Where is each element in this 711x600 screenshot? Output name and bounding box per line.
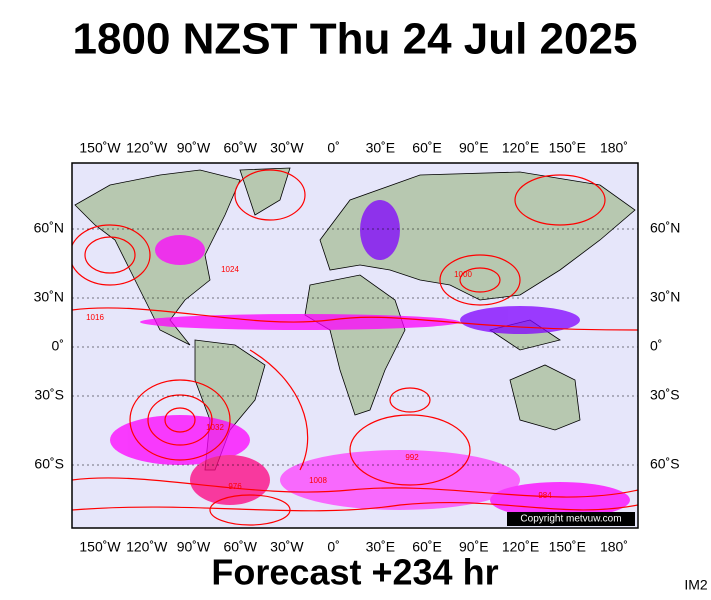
lon-label-top: 180˚ bbox=[600, 140, 628, 156]
map-body: 1016 1024 1000 992 976 984 1008 1032 bbox=[72, 163, 638, 528]
lon-label-top: 60˚E bbox=[412, 140, 442, 156]
lat-label-right: 0˚ bbox=[650, 338, 662, 354]
land bbox=[74, 167, 636, 471]
lon-label-bottom: 90˚E bbox=[459, 539, 489, 555]
title: 1800 NZST Thu 24 Jul 2025 bbox=[73, 15, 638, 64]
copyright-box bbox=[507, 512, 635, 526]
lat-label-right: 60˚N bbox=[650, 220, 680, 236]
lat-label-right: 30˚S bbox=[650, 387, 680, 403]
lon-label-bottom: 120˚W bbox=[126, 539, 168, 555]
lat-label-left: 60˚S bbox=[34, 456, 64, 472]
lon-label-top: 150˚E bbox=[549, 140, 586, 156]
lon-label-bottom: 0˚ bbox=[327, 539, 339, 555]
lon-label-bottom: 60˚W bbox=[223, 539, 257, 555]
lon-label-bottom: 30˚E bbox=[366, 539, 396, 555]
axis-labels: 150˚W 150˚W 120˚W 120˚W 90˚W 90˚W 60˚W 60˚W 30˚W… bbox=[34, 140, 681, 555]
precipitation bbox=[110, 200, 630, 518]
isobar-label: 1008 bbox=[309, 476, 327, 485]
lat-label-left: 60˚N bbox=[34, 220, 64, 236]
lon-label-top: 0˚ bbox=[327, 140, 339, 156]
lon-label-top: 30˚E bbox=[366, 140, 396, 156]
lat-label-right: 60˚S bbox=[650, 456, 680, 472]
isobar-label: 984 bbox=[538, 491, 552, 500]
isobars bbox=[72, 169, 638, 526]
lon-label-top: 30˚W bbox=[270, 140, 304, 156]
copyright: Copyright metvuw.com bbox=[520, 514, 621, 525]
lon-label-top: 150˚W bbox=[79, 140, 121, 156]
lon-label-top: 60˚W bbox=[223, 140, 257, 156]
lat-label-left: 30˚S bbox=[34, 387, 64, 403]
lat-label-left: 30˚N bbox=[34, 289, 64, 305]
isobar-label: 1000 bbox=[454, 270, 472, 279]
isobar-label: 992 bbox=[405, 453, 419, 462]
isobar-label: 976 bbox=[228, 482, 242, 491]
lon-label-bottom: 60˚E bbox=[412, 539, 442, 555]
map-frame bbox=[71, 162, 639, 529]
lat-label-right: 30˚N bbox=[650, 289, 680, 305]
isobar-label: 1032 bbox=[206, 423, 224, 432]
lon-label-top: 90˚W bbox=[177, 140, 211, 156]
image-id: IM2 bbox=[684, 577, 708, 593]
lon-label-top: 120˚W bbox=[126, 140, 168, 156]
lon-label-bottom: 180˚ bbox=[600, 539, 628, 555]
isobar-label: 1024 bbox=[221, 265, 239, 274]
lat-label-left: 0˚ bbox=[52, 338, 64, 354]
lon-label-bottom: 30˚W bbox=[270, 539, 304, 555]
graticule bbox=[72, 228, 638, 466]
isobar-label: 1016 bbox=[86, 313, 104, 322]
lon-label-bottom: 150˚W bbox=[79, 539, 121, 555]
lon-label-bottom: 90˚W bbox=[177, 539, 211, 555]
lon-label-bottom: 150˚E bbox=[549, 539, 586, 555]
forecast-label: Forecast +234 hr bbox=[211, 552, 498, 593]
lon-label-bottom: 120˚E bbox=[502, 539, 539, 555]
lon-label-top: 120˚E bbox=[502, 140, 539, 156]
lon-label-top: 90˚E bbox=[459, 140, 489, 156]
isobar-labels: 1016 1024 1000 992 976 984 1008 1032 bbox=[86, 265, 552, 500]
